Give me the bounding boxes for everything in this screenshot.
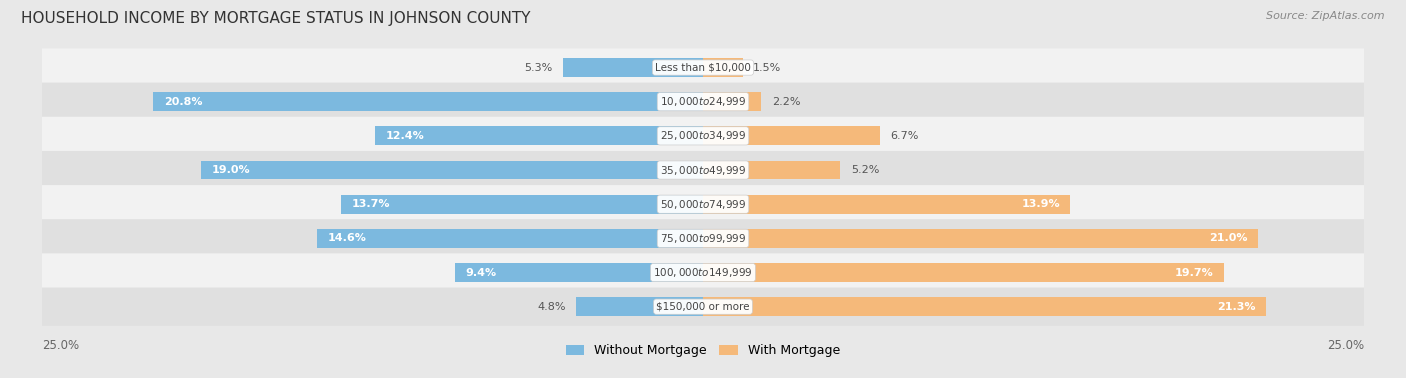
Bar [703,229,1258,248]
Bar [454,263,703,282]
Text: 5.2%: 5.2% [851,165,879,175]
Bar [576,297,703,316]
FancyBboxPatch shape [31,82,1375,121]
FancyBboxPatch shape [31,185,1375,223]
Text: 14.6%: 14.6% [328,233,367,243]
Text: 21.3%: 21.3% [1218,302,1256,311]
Text: 12.4%: 12.4% [385,131,425,141]
Bar [153,92,703,111]
FancyBboxPatch shape [31,253,1375,292]
Text: Less than $10,000: Less than $10,000 [655,63,751,73]
Text: 25.0%: 25.0% [1327,339,1364,352]
FancyBboxPatch shape [31,219,1375,257]
Legend: Without Mortgage, With Mortgage: Without Mortgage, With Mortgage [561,339,845,362]
Bar [562,58,703,77]
Text: $50,000 to $74,999: $50,000 to $74,999 [659,198,747,211]
Text: 25.0%: 25.0% [42,339,79,352]
Bar [201,161,703,180]
Text: $10,000 to $24,999: $10,000 to $24,999 [659,95,747,108]
Text: $35,000 to $49,999: $35,000 to $49,999 [659,164,747,177]
Text: 6.7%: 6.7% [890,131,920,141]
Bar [703,127,880,145]
Bar [703,58,742,77]
Text: 19.0%: 19.0% [211,165,250,175]
Bar [703,263,1223,282]
Text: $150,000 or more: $150,000 or more [657,302,749,311]
Text: 1.5%: 1.5% [754,63,782,73]
Text: 20.8%: 20.8% [163,97,202,107]
Bar [703,195,1070,214]
Text: 9.4%: 9.4% [465,268,496,277]
Text: 13.7%: 13.7% [352,199,389,209]
Bar [375,127,703,145]
Bar [318,229,703,248]
Text: HOUSEHOLD INCOME BY MORTGAGE STATUS IN JOHNSON COUNTY: HOUSEHOLD INCOME BY MORTGAGE STATUS IN J… [21,11,530,26]
FancyBboxPatch shape [31,288,1375,326]
FancyBboxPatch shape [31,151,1375,189]
Text: 13.9%: 13.9% [1021,199,1060,209]
Text: 21.0%: 21.0% [1209,233,1247,243]
Text: $75,000 to $99,999: $75,000 to $99,999 [659,232,747,245]
Text: Source: ZipAtlas.com: Source: ZipAtlas.com [1267,11,1385,21]
FancyBboxPatch shape [31,117,1375,155]
FancyBboxPatch shape [31,48,1375,87]
Bar [703,92,761,111]
Text: 5.3%: 5.3% [524,63,553,73]
Text: 4.8%: 4.8% [537,302,565,311]
Bar [340,195,703,214]
Text: $100,000 to $149,999: $100,000 to $149,999 [654,266,752,279]
Text: 19.7%: 19.7% [1174,268,1213,277]
Text: 2.2%: 2.2% [772,97,800,107]
Text: $25,000 to $34,999: $25,000 to $34,999 [659,129,747,143]
Bar [703,297,1265,316]
Bar [703,161,841,180]
